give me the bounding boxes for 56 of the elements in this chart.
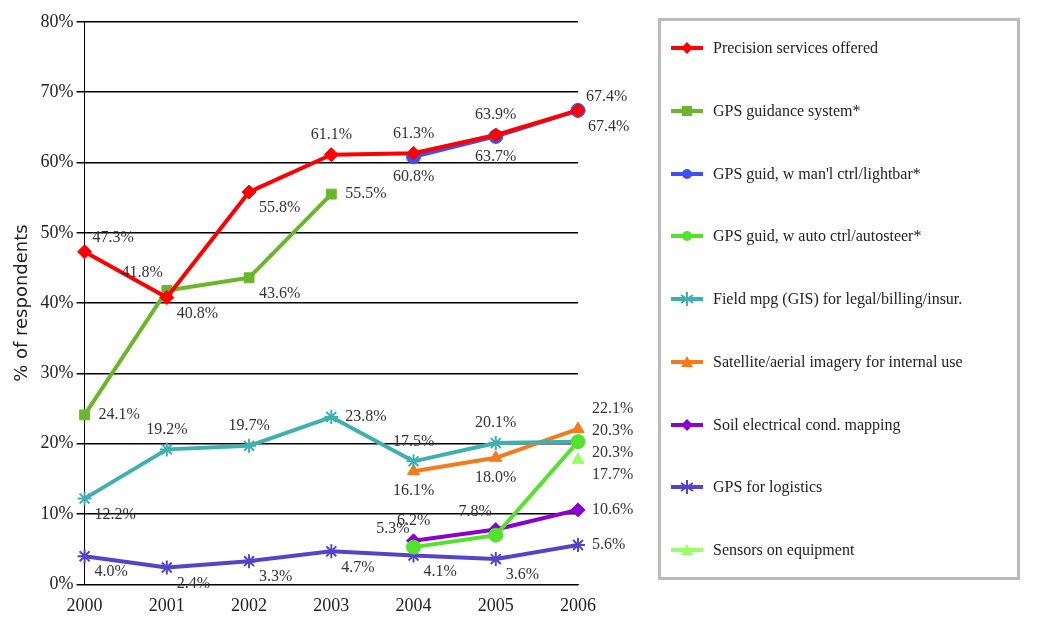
- y-tick-label: 10%: [40, 502, 74, 523]
- legend-label: Field mpg (GIS) for legal/billing/insur.: [713, 290, 963, 308]
- legend-label: Satellite/aerial imagery for internal use: [713, 352, 963, 371]
- data-label: 10.6%: [592, 500, 634, 518]
- data-label: 22.1%: [592, 399, 634, 417]
- legend-label: GPS guid, w man'l ctrl/lightbar*: [713, 164, 921, 183]
- data-label: 61.3%: [392, 123, 435, 141]
- x-tick-label: 2002: [231, 594, 268, 615]
- data-label: 17.7%: [592, 465, 634, 483]
- data-label: 67.4%: [588, 116, 630, 134]
- data-label: 18.0%: [475, 468, 517, 486]
- data-label: 19.2%: [146, 419, 188, 437]
- data-label: 19.7%: [228, 416, 270, 434]
- x-tick-label: 2003: [313, 594, 350, 615]
- legend-label: Sensors on equipment: [713, 541, 855, 559]
- data-label: 61.1%: [310, 124, 352, 142]
- data-label: 63.7%: [475, 146, 517, 164]
- data-label: 20.3%: [592, 443, 634, 461]
- x-tick-label: 2004: [395, 594, 432, 615]
- data-label: 60.8%: [392, 167, 435, 185]
- legend-label: GPS guidance system*: [713, 101, 861, 120]
- y-tick-label: 80%: [40, 10, 74, 31]
- data-label: 5.6%: [592, 535, 626, 553]
- data-label: 23.8%: [345, 407, 387, 425]
- data-label: 55.8%: [259, 198, 301, 216]
- y-tick-label: 70%: [40, 80, 74, 101]
- data-label: 40.8%: [176, 303, 219, 321]
- data-label: 3.6%: [505, 565, 540, 583]
- data-label: 41.8%: [121, 262, 163, 280]
- y-tick-label: 30%: [40, 362, 74, 383]
- data-label: 16.1%: [392, 481, 435, 499]
- y-tick-label: 60%: [40, 151, 74, 172]
- data-label: 43.6%: [259, 283, 301, 301]
- data-label: 4.7%: [341, 557, 375, 575]
- data-label: 3.3%: [259, 567, 293, 585]
- y-tick-label: 50%: [40, 221, 74, 242]
- x-tick-label: 2001: [148, 594, 185, 615]
- legend-label: Soil electrical cond. mapping: [713, 415, 901, 434]
- data-label: 4.0%: [94, 562, 128, 580]
- y-tick-label: 0%: [49, 573, 74, 594]
- y-tick-label: 40%: [40, 291, 74, 312]
- x-tick-label: 2000: [66, 594, 103, 615]
- legend-label: Precision services offered: [713, 39, 878, 57]
- data-label: 63.9%: [475, 105, 517, 123]
- data-label: 24.1%: [98, 405, 140, 423]
- data-label: 20.3%: [592, 421, 634, 439]
- legend-label: GPS for logistics: [713, 478, 823, 497]
- data-label: 20.1%: [475, 413, 517, 431]
- data-label: 4.1%: [423, 561, 457, 579]
- x-tick-label: 2006: [560, 594, 596, 615]
- data-label: 55.5%: [345, 184, 387, 202]
- legend-label: GPS guid, w auto ctrl/autosteer*: [713, 227, 922, 246]
- y-tick-label: 20%: [40, 432, 74, 453]
- data-label: 67.4%: [586, 86, 628, 104]
- y-axis-title: % of respondents: [10, 224, 32, 382]
- x-tick-label: 2005: [477, 594, 514, 615]
